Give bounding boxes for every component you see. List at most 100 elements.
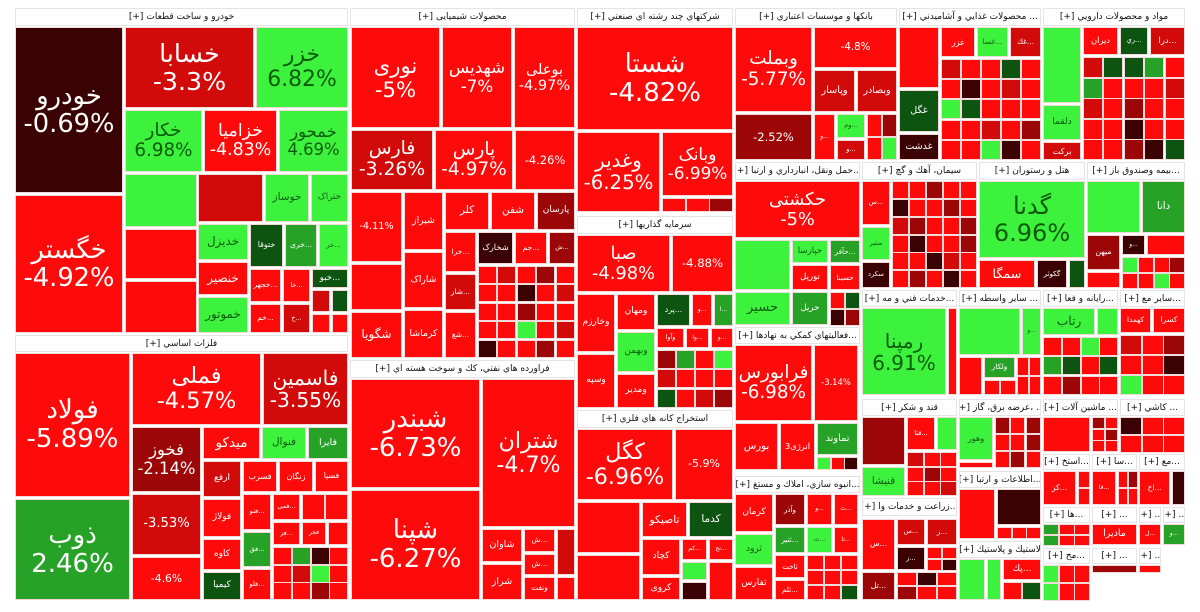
stock-tile[interactable]: ...خری xyxy=(285,224,317,267)
stock-tile[interactable] xyxy=(1012,527,1027,539)
stock-tile[interactable] xyxy=(1081,356,1100,375)
stock-tile[interactable] xyxy=(676,350,695,369)
stock-tile[interactable]: ...فا xyxy=(1092,471,1116,505)
stock-tile[interactable] xyxy=(714,350,733,369)
stock-tile[interactable] xyxy=(517,321,536,339)
stock-tile[interactable]: فارس -3.26% xyxy=(351,130,433,190)
stock-tile[interactable] xyxy=(981,79,1001,99)
stock-tile[interactable]: کاوه xyxy=(203,539,241,570)
stock-tile[interactable] xyxy=(892,217,909,235)
stock-tile[interactable] xyxy=(709,562,733,600)
sector-header-power[interactable]: ... ،عرضه برق، گاز[+] xyxy=(959,399,1041,416)
stock-tile[interactable]: ...تا xyxy=(834,527,858,553)
stock-tile[interactable] xyxy=(940,452,957,467)
stock-tile[interactable]: کیمیا xyxy=(203,572,241,600)
stock-tile[interactable] xyxy=(960,181,977,199)
stock-tile[interactable]: شبندر -6.73% xyxy=(351,379,480,488)
stock-tile[interactable] xyxy=(961,79,981,99)
sector-header-food[interactable]: ... محصولات غذايي و آشاميدني [+] xyxy=(899,8,1041,26)
stock-tile[interactable] xyxy=(960,235,977,253)
expand-sector-button[interactable]: [+] xyxy=(736,166,748,176)
stock-tile[interactable]: ...غسا xyxy=(977,27,1008,57)
stock-tile[interactable]: شراز xyxy=(482,564,522,600)
stock-tile[interactable]: میدکو xyxy=(203,427,260,459)
stock-tile[interactable]: بوعلی -4.97% xyxy=(514,27,575,128)
stock-tile[interactable]: شخارک xyxy=(478,232,513,264)
stock-tile[interactable]: شاوان xyxy=(482,529,522,562)
expand-sector-button[interactable]: [+] xyxy=(1046,293,1062,304)
stock-tile[interactable]: ...ش xyxy=(524,529,555,552)
expand-sector-button[interactable]: [+] xyxy=(1101,551,1116,561)
stock-tile[interactable]: کگل -6.96% xyxy=(577,429,673,500)
stock-tile[interactable] xyxy=(892,199,909,217)
stock-tile[interactable]: ...و xyxy=(692,294,712,326)
stock-tile[interactable]: ...ش xyxy=(524,554,555,575)
stock-tile[interactable] xyxy=(937,572,957,586)
stock-tile[interactable]: شتران -4.7% xyxy=(482,379,575,527)
stock-tile[interactable] xyxy=(824,585,841,600)
sector-header-tile[interactable]: ... كاشي [+] xyxy=(1120,399,1185,416)
stock-tile[interactable] xyxy=(1026,527,1041,539)
sector-header-otherfin[interactable]: ... ساير واسطه [+] xyxy=(959,290,1041,307)
stock-tile[interactable] xyxy=(1021,120,1041,140)
stock-tile[interactable]: خسابا -3.3% xyxy=(125,27,254,108)
stock-tile[interactable] xyxy=(292,547,311,565)
stock-tile[interactable]: خموتور xyxy=(198,297,248,333)
expand-sector-button[interactable]: [+] xyxy=(735,479,751,490)
stock-tile[interactable] xyxy=(329,582,348,600)
expand-sector-button[interactable]: [+] xyxy=(738,330,753,341)
stock-tile[interactable] xyxy=(1103,78,1123,99)
stock-tile[interactable]: ...ا xyxy=(714,294,733,326)
stock-tile[interactable] xyxy=(997,489,1041,525)
stock-tile[interactable] xyxy=(1087,181,1140,233)
expand-sector-button[interactable]: [+] xyxy=(1101,510,1116,520)
stock-tile[interactable] xyxy=(959,462,993,468)
stock-tile[interactable] xyxy=(1000,380,1016,395)
stock-tile[interactable] xyxy=(497,340,516,358)
stock-tile[interactable] xyxy=(1026,434,1041,451)
stock-tile[interactable]: ...وا xyxy=(686,328,709,348)
stock-tile[interactable] xyxy=(960,252,977,270)
stock-tile[interactable]: ثرود xyxy=(735,534,773,565)
stock-tile[interactable]: ولکار xyxy=(984,357,1015,378)
stock-tile[interactable] xyxy=(1103,57,1123,78)
stock-tile[interactable] xyxy=(897,586,917,600)
stock-tile[interactable] xyxy=(907,467,924,482)
stock-tile[interactable]: ...درا xyxy=(1150,27,1185,55)
stock-tile[interactable]: بورس xyxy=(735,423,778,470)
stock-tile[interactable] xyxy=(1029,376,1041,395)
stock-tile[interactable] xyxy=(1043,27,1081,103)
stock-tile[interactable]: -4.26% xyxy=(515,130,575,190)
stock-tile[interactable]: برکت xyxy=(1043,142,1081,160)
stock-tile[interactable]: ...خرا xyxy=(445,232,476,272)
stock-tile[interactable] xyxy=(1165,57,1185,78)
stock-tile[interactable] xyxy=(292,565,311,583)
stock-tile[interactable] xyxy=(862,417,905,465)
stock-tile[interactable]: شستا -4.82% xyxy=(577,27,733,130)
stock-tile[interactable]: وبانک -6.99% xyxy=(662,132,733,196)
stock-tile[interactable] xyxy=(824,570,841,585)
stock-tile[interactable]: ...خر xyxy=(319,224,348,267)
stock-tile[interactable]: ...ثتیر xyxy=(775,527,805,553)
stock-tile[interactable] xyxy=(841,555,858,570)
expand-sector-button[interactable]: [+] xyxy=(128,12,144,22)
stock-tile[interactable] xyxy=(1103,139,1123,160)
stock-tile[interactable] xyxy=(1062,337,1081,356)
stock-tile[interactable]: کچاد xyxy=(642,539,680,575)
stock-tile[interactable] xyxy=(662,198,686,212)
stock-tile[interactable] xyxy=(1059,583,1075,601)
stock-tile[interactable] xyxy=(311,582,330,600)
stock-tile[interactable] xyxy=(892,270,909,288)
stock-tile[interactable] xyxy=(943,181,960,199)
sector-header-transport[interactable]: ...حمل ونقل، انبارداري و ارتبا[+] xyxy=(735,162,860,180)
stock-tile[interactable] xyxy=(478,284,497,302)
stock-tile[interactable]: تورپل xyxy=(792,265,828,290)
stock-tile[interactable] xyxy=(959,559,985,600)
stock-tile[interactable] xyxy=(959,489,995,539)
stock-tile[interactable] xyxy=(943,235,960,253)
stock-tile[interactable]: دانا xyxy=(1142,181,1185,233)
expand-sector-button[interactable]: [+] xyxy=(1092,166,1107,176)
sector-header-s7[interactable]: ...[+] xyxy=(1163,507,1185,523)
expand-sector-button[interactable]: [+] xyxy=(862,502,876,512)
stock-tile[interactable] xyxy=(807,570,824,585)
